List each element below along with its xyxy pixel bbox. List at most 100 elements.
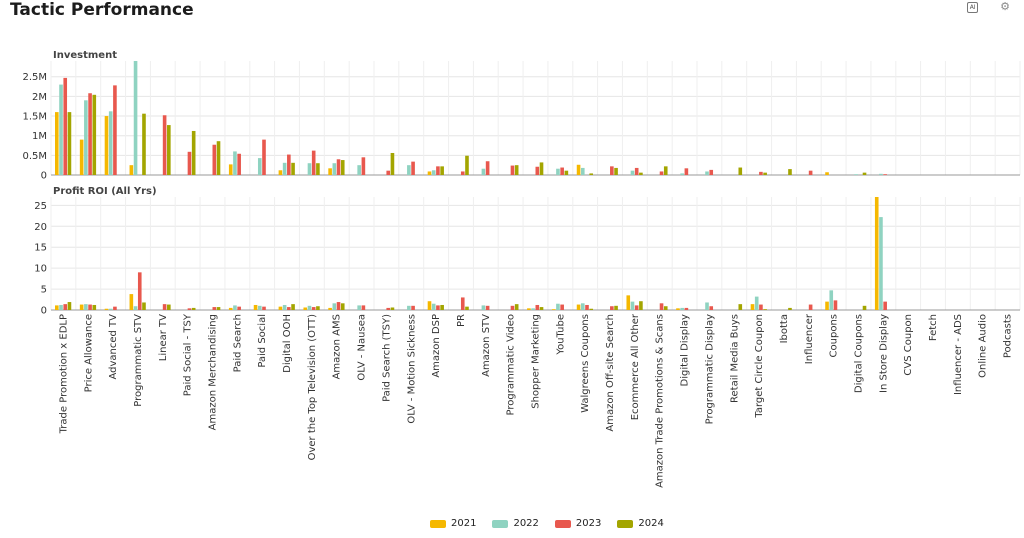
bar-2021-9	[278, 170, 283, 175]
bar-2023-8	[262, 139, 266, 175]
bar-2024-11	[340, 160, 345, 175]
panel-title-0: Investment	[53, 50, 117, 61]
y-tick-label: 0	[41, 171, 47, 182]
legend-swatch-2024	[617, 519, 634, 528]
bar-2024-10	[316, 163, 320, 175]
bar-2021-0	[55, 305, 59, 310]
y-tick-label: 2.5M	[22, 72, 47, 83]
bar-2023-24	[659, 303, 664, 310]
bar-2023-1	[88, 304, 92, 310]
bar-2022-19	[531, 308, 535, 310]
bar-2024-15	[440, 166, 444, 175]
bar-2024-16	[465, 306, 469, 310]
bar-2024-21	[589, 308, 594, 310]
bar-2024-1	[92, 304, 97, 310]
legend-item-2022[interactable]: 2022	[492, 518, 539, 529]
bar-2023-20	[560, 304, 564, 310]
bar-2023-19	[535, 166, 540, 175]
gear-icon[interactable]: ⚙	[1000, 0, 1010, 13]
bar-2023-21	[585, 304, 589, 310]
bar-2023-0	[63, 77, 68, 175]
bar-2022-25	[680, 307, 684, 310]
category-label: Coupons	[829, 314, 840, 357]
bar-2023-10	[311, 150, 316, 175]
category-label: Programmatic Video	[506, 314, 517, 415]
bar-2023-9	[287, 307, 291, 310]
bar-2022-20	[556, 168, 560, 175]
category-label: Retail Media Buys	[729, 314, 740, 403]
category-label: Amazon DSP	[431, 314, 442, 378]
category-label: Target Circle Coupon	[754, 314, 765, 419]
category-label: Trade Promotion x EDLP	[58, 314, 69, 434]
bar-2023-33	[883, 301, 887, 310]
bar-2021-7	[228, 164, 233, 175]
bar-2022-26	[705, 302, 709, 310]
category-label: Paid Social - TSY	[183, 313, 194, 396]
bar-2021-11	[328, 168, 332, 175]
y-tick-label: 0	[41, 306, 47, 317]
legend-item-2021[interactable]: 2021	[430, 518, 476, 529]
bar-2024-28	[763, 309, 767, 310]
bar-2023-6	[212, 307, 217, 310]
bar-2023-19	[535, 304, 540, 310]
bar-2021-25	[676, 308, 680, 310]
bar-2022-12	[357, 165, 361, 175]
bar-2023-31	[833, 300, 838, 310]
y-tick-label: 10	[34, 264, 47, 275]
bar-2021-15	[427, 301, 432, 310]
bar-2023-12	[361, 305, 366, 310]
bar-2024-27	[738, 304, 743, 310]
category-label: PR	[456, 314, 467, 327]
bar-2023-26	[709, 169, 714, 175]
bar-2024-3	[142, 302, 146, 310]
category-label: Price Allowance	[83, 314, 94, 392]
bar-2021-28	[750, 304, 755, 310]
bar-2022-17	[481, 168, 486, 175]
legend-label-2022: 2022	[513, 518, 539, 529]
bar-2024-13	[390, 307, 395, 310]
bar-2022-7	[233, 151, 237, 175]
bar-2022-12	[357, 305, 361, 310]
legend-item-2024[interactable]: 2024	[617, 518, 664, 529]
legend-item-2023[interactable]: 2023	[554, 518, 602, 529]
bar-2022-11	[332, 303, 337, 310]
bar-2023-3	[137, 272, 142, 310]
bar-2021-31	[825, 172, 829, 175]
bar-2022-23	[630, 301, 635, 310]
bar-2024-13	[390, 152, 395, 175]
bar-2022-11	[332, 163, 337, 175]
category-label: Linear TV	[158, 314, 169, 361]
bar-2024-32	[862, 172, 867, 175]
bar-2023-13	[386, 170, 391, 175]
bar-2023-22	[610, 306, 614, 310]
y-tick-label: 2M	[32, 92, 47, 103]
bar-2023-1	[88, 93, 92, 175]
bar-2022-21	[580, 167, 585, 175]
legend-label-2023: 2023	[575, 518, 602, 529]
bar-2024-9	[291, 304, 295, 310]
y-tick-label: 15	[34, 243, 47, 254]
bar-2023-0	[63, 304, 68, 310]
bar-2023-2	[113, 306, 117, 310]
category-label: Podcasts	[1003, 314, 1014, 358]
bar-2024-15	[440, 304, 444, 310]
category-label: Digital OOH	[282, 314, 293, 373]
y-tick-label: 5	[41, 285, 47, 296]
bar-2021-1	[79, 304, 84, 310]
bar-2021-15	[427, 171, 432, 175]
bar-2022-26	[705, 171, 709, 175]
ai-insights-icon[interactable]: AI	[967, 2, 979, 13]
category-label: Paid Social	[257, 314, 268, 368]
bar-2024-18	[514, 304, 519, 310]
bar-2022-9	[282, 304, 287, 310]
bar-2023-33	[883, 174, 887, 175]
legend-swatch-2023	[554, 519, 571, 528]
bar-2022-14	[407, 165, 411, 175]
bar-2023-7	[237, 153, 241, 175]
category-label: Over the Top Television (OTT)	[307, 314, 318, 461]
bar-2022-7	[233, 305, 237, 310]
bar-2021-11	[328, 307, 332, 310]
bar-2023-2	[113, 85, 117, 175]
category-label: Programmatic Display	[704, 314, 715, 424]
bar-2022-3	[133, 306, 138, 310]
